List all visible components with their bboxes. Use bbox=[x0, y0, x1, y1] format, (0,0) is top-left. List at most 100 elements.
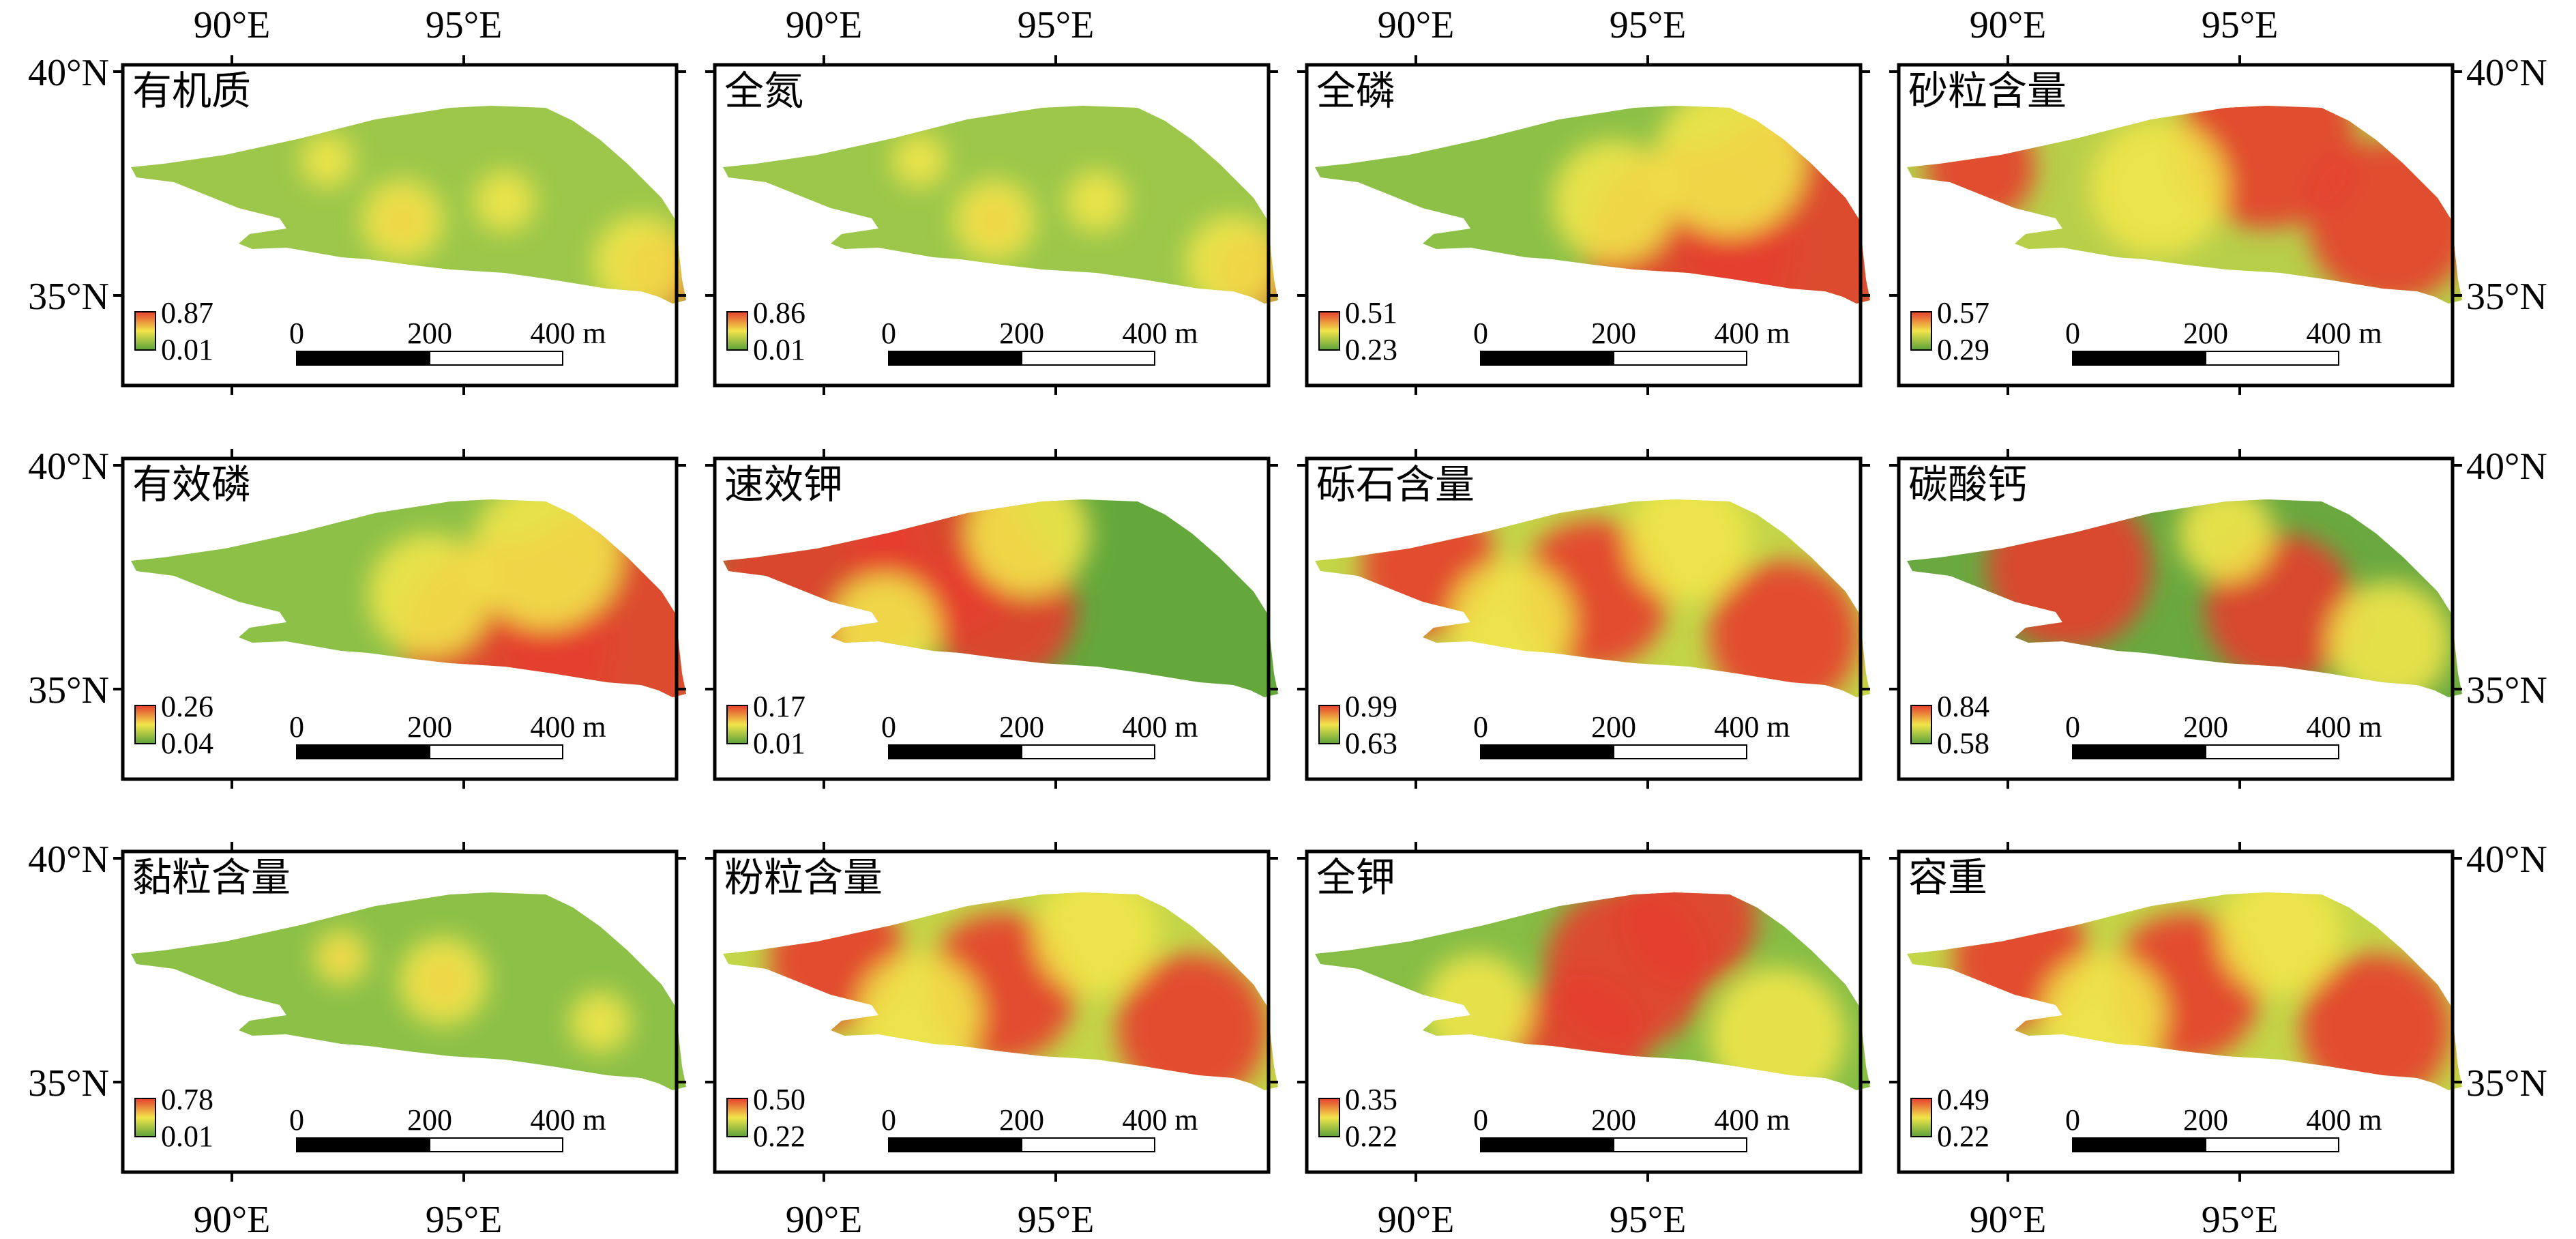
scale-bar: 0 200 400 m bbox=[2065, 317, 2382, 366]
value-patch bbox=[2301, 954, 2451, 1090]
scale-bar-label: 400 m bbox=[2306, 1103, 2382, 1137]
legend-min: 0.29 bbox=[1937, 333, 1989, 366]
map-panel: 速效钾 0.17 0.01 0 200 400 m bbox=[705, 449, 1278, 789]
scale-bar-label: 200 bbox=[407, 710, 452, 744]
value-patch bbox=[471, 499, 621, 629]
panel-title: 速效钾 bbox=[724, 461, 843, 508]
legend-colorbar bbox=[1910, 311, 1932, 351]
panel-title: 容重 bbox=[1908, 854, 1987, 901]
longitude-label: 90°E bbox=[786, 4, 863, 46]
panel-title: 粉粒含量 bbox=[724, 854, 883, 901]
latitude-label: 35°N bbox=[2466, 669, 2547, 712]
scale-bar-label: 200 bbox=[1591, 317, 1636, 350]
legend-colorbar bbox=[1318, 311, 1340, 351]
map-panel: 砂粒含量 0.570.29 0 200 400 m bbox=[1889, 55, 2462, 395]
legend-min: 0.63 bbox=[1345, 727, 1397, 760]
map-panel: 粉粒含量 0.50 0.22 0 200 400 m bbox=[705, 842, 1278, 1182]
scale-bar-label: 400 m bbox=[530, 710, 606, 744]
longitude-label: 90°E bbox=[1970, 1199, 2047, 1239]
value-patch bbox=[300, 133, 355, 188]
value-surface bbox=[1423, 892, 1846, 1090]
scale-bar-label: 0 bbox=[1473, 1103, 1488, 1137]
scale-bar-label: 0 bbox=[289, 1103, 304, 1137]
scale-bar-label: 400 m bbox=[1122, 317, 1198, 350]
panel-title: 砾石含量 bbox=[1316, 461, 1475, 508]
scale-bar-label: 0 bbox=[1473, 317, 1488, 350]
legend-max: 0.26 bbox=[161, 690, 213, 723]
map-panel: 碳酸钙 0.84 0.58 0 200 400 m bbox=[1889, 449, 2462, 789]
longitude-label: 90°E bbox=[1378, 1199, 1455, 1239]
scale-bar-label: 400 m bbox=[2306, 317, 2382, 350]
value-patch bbox=[831, 574, 940, 684]
legend-min: 0.04 bbox=[161, 727, 213, 760]
latitude-label: 35°N bbox=[2466, 1062, 2547, 1105]
value-patch bbox=[892, 133, 947, 188]
scale-bar-label: 200 bbox=[1591, 1103, 1636, 1137]
value-patch bbox=[569, 991, 631, 1053]
value-patch bbox=[361, 179, 443, 261]
value-patch bbox=[1511, 974, 1648, 1090]
scale-bar-label: 200 bbox=[999, 710, 1044, 744]
value-patch bbox=[1117, 954, 1267, 1090]
scale-bar-label: 200 bbox=[2183, 317, 2228, 350]
scale-bar-label: 0 bbox=[289, 317, 304, 350]
legend-max: 0.50 bbox=[753, 1083, 805, 1116]
legend-max: 0.49 bbox=[1937, 1083, 1989, 1116]
legend-colorbar bbox=[726, 311, 748, 351]
scale-bar: 0 200 400 m bbox=[2065, 1103, 2382, 1152]
value-patch bbox=[2308, 140, 2462, 304]
panel-title: 有机质 bbox=[132, 68, 251, 114]
scale-bar: 0 200 400 m bbox=[1473, 317, 1790, 366]
map-panel: 黏粒含量 0.78 0.01 0 200 400 m bbox=[113, 842, 686, 1182]
value-patch bbox=[1627, 499, 1750, 602]
value-patch bbox=[953, 179, 1035, 261]
value-patch bbox=[314, 930, 368, 985]
scale-bar-label: 200 bbox=[1591, 710, 1636, 744]
longitude-label: 95°E bbox=[1610, 1199, 1687, 1239]
panel-frame bbox=[1897, 849, 2455, 1174]
scale-bar-label: 200 bbox=[407, 317, 452, 350]
legend-max: 0.78 bbox=[161, 1083, 213, 1116]
panel-title: 有效磷 bbox=[132, 461, 251, 508]
legend-max: 0.51 bbox=[1345, 296, 1397, 330]
legend-max: 0.35 bbox=[1345, 1083, 1397, 1116]
panel-frame bbox=[1305, 63, 1863, 388]
scale-bar-label: 0 bbox=[881, 710, 896, 744]
longitude-label: 95°E bbox=[426, 4, 503, 46]
map-panel: 有效磷 0.26 0.04 0 200 400 m bbox=[113, 449, 686, 789]
scale-bar-label: 400 m bbox=[530, 317, 606, 350]
value-patch bbox=[1987, 499, 2151, 650]
legend-min: 0.01 bbox=[161, 333, 213, 366]
value-patch bbox=[1066, 171, 1127, 232]
panel-frame bbox=[1305, 849, 1863, 1174]
value-patch bbox=[2090, 119, 2226, 256]
scale-bar: 0 200 400 m bbox=[1473, 1103, 1790, 1152]
scale-bar-label: 200 bbox=[2183, 1103, 2228, 1137]
legend-colorbar bbox=[134, 1098, 156, 1137]
legend-min: 0.01 bbox=[161, 1120, 213, 1153]
scale-bar: 0 200 400 m bbox=[2065, 710, 2382, 759]
longitude-label: 90°E bbox=[1378, 4, 1455, 46]
latitude-label: 40°N bbox=[2466, 446, 2547, 488]
scale-bar: 0 200 400 m bbox=[881, 1103, 1198, 1152]
value-surface bbox=[769, 892, 1267, 1090]
panel-frame bbox=[713, 849, 1271, 1174]
panel-frame bbox=[713, 63, 1271, 388]
map-panel: 全磷 0.510.23 0 200 400 m bbox=[1297, 55, 1870, 395]
scale-bar-label: 200 bbox=[999, 1103, 1044, 1137]
scale-bar-label: 400 m bbox=[1122, 1103, 1198, 1137]
panel-title: 碳酸钙 bbox=[1908, 461, 2027, 508]
legend-max: 0.57 bbox=[1937, 296, 1989, 330]
map-panel: 全氮 0.860.01 0 200 400 m bbox=[705, 55, 1278, 395]
value-patch bbox=[858, 954, 981, 1077]
legend-min: 0.22 bbox=[1345, 1120, 1397, 1153]
legend-colorbar bbox=[726, 705, 748, 744]
panel-title: 砂粒含量 bbox=[1908, 68, 2067, 114]
legend-colorbar bbox=[1910, 1098, 1932, 1137]
latitude-label: 40°N bbox=[28, 446, 109, 488]
panel-title: 黏粒含量 bbox=[132, 854, 291, 901]
scale-bar: 0 200 400 m bbox=[1473, 710, 1790, 759]
latitude-label: 40°N bbox=[2466, 52, 2547, 94]
scale-bar-label: 400 m bbox=[1714, 710, 1790, 744]
legend-min: 0.01 bbox=[753, 727, 805, 760]
